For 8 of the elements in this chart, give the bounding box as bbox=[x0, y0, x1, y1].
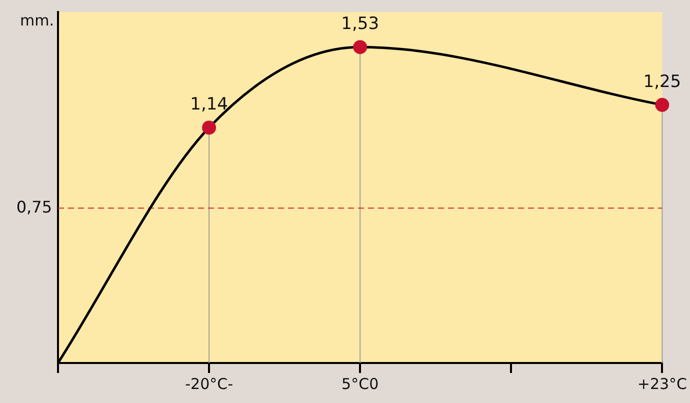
x-tick-label: -20°C- bbox=[185, 374, 233, 393]
data-label: 1,53 bbox=[341, 14, 380, 34]
y-axis-title: mm. bbox=[20, 11, 54, 30]
data-label: 1,14 bbox=[190, 94, 228, 115]
x-tick-label: +23°C bbox=[637, 374, 688, 393]
x-tick-label: 5°C0 bbox=[342, 374, 379, 393]
ref-line-label: 0,75 bbox=[16, 197, 52, 216]
data-label: 1,25 bbox=[643, 72, 682, 92]
